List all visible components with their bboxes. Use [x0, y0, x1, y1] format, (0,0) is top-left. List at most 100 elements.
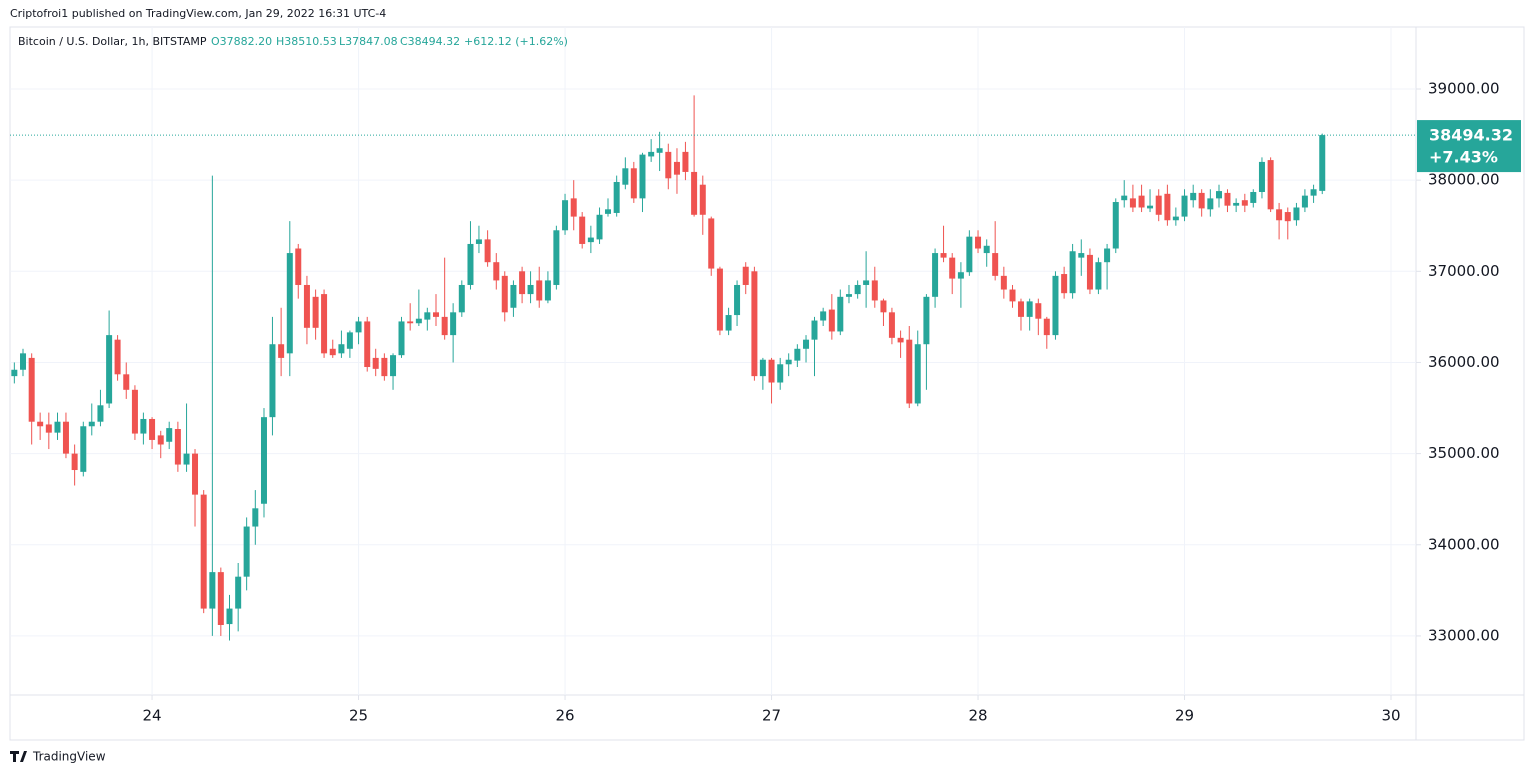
candle-body [837, 296, 844, 332]
candle-body [673, 161, 680, 175]
candle-body [475, 239, 482, 244]
candle-body [1052, 275, 1059, 336]
candle-body [957, 272, 964, 279]
candle-body [880, 300, 887, 313]
candle-body [192, 453, 199, 495]
candle-body [372, 357, 379, 369]
candle-body [1104, 248, 1111, 263]
candle-body [725, 315, 732, 331]
candle-body [734, 284, 741, 316]
candle-body [1138, 195, 1145, 208]
logo: TradingView [10, 750, 106, 764]
candle-body [1086, 254, 1093, 290]
candle-body [1258, 161, 1265, 192]
candle-body [501, 275, 508, 313]
candle-body [381, 357, 388, 377]
candle-body [45, 424, 52, 433]
y-tick-label: 36000.00 [1428, 353, 1500, 371]
candle-body [398, 321, 405, 356]
candle-body [286, 253, 293, 354]
candle-body [106, 335, 113, 404]
candle-body [54, 421, 61, 433]
candle-body [828, 309, 835, 332]
candle-body [983, 245, 990, 254]
candle-body [1284, 212, 1291, 222]
candle-body [940, 253, 947, 258]
candle-body [80, 426, 87, 472]
candle-body [622, 168, 629, 185]
candle-body [260, 417, 267, 504]
candle-body [820, 311, 827, 321]
candle-body [1155, 195, 1162, 215]
candle-body [407, 321, 414, 324]
candles [11, 95, 1326, 641]
candle-body [1293, 207, 1300, 221]
candle-body [493, 262, 500, 281]
candle-body [235, 576, 242, 609]
candle-body [966, 236, 973, 273]
x-tick-label: 24 [143, 707, 162, 725]
candle-body [200, 494, 207, 609]
candle-body [992, 253, 999, 276]
candle-body [1216, 191, 1223, 199]
candle-body [1319, 135, 1326, 191]
candle-body [570, 198, 577, 217]
candle-body [1250, 191, 1257, 203]
candle-body [708, 218, 715, 269]
y-tick-label: 38000.00 [1428, 171, 1500, 189]
candle-body [174, 429, 181, 465]
last-price-label: 38494.32 [1429, 126, 1513, 145]
x-tick-label: 27 [762, 707, 781, 725]
candle-body [28, 357, 35, 422]
candle-body [321, 294, 328, 354]
candle-body [759, 359, 766, 377]
candle-body [209, 572, 216, 609]
candle-body [1147, 205, 1154, 209]
candle-body [71, 453, 78, 471]
candle-body [1035, 303, 1042, 319]
legend-change: +612.12 (+1.62%) [464, 35, 568, 48]
candle-body [62, 421, 69, 454]
candle-body [415, 318, 422, 324]
candle-body [1224, 192, 1231, 206]
candle-body [691, 171, 698, 215]
candle-body [312, 296, 319, 328]
candle-body [243, 526, 250, 577]
candle-body [11, 369, 18, 377]
candle-body [794, 348, 801, 361]
candle-body [648, 151, 655, 157]
symbol: Bitcoin / U.S. Dollar, 1h, BITSTAMP [18, 35, 207, 48]
candle-body [441, 316, 448, 336]
candle-body [519, 271, 526, 295]
candle-body [1276, 209, 1283, 221]
candle-body [338, 344, 345, 354]
candle-body [682, 151, 689, 172]
candle-body [390, 355, 397, 377]
candle-body [131, 389, 138, 434]
candle-body [166, 428, 173, 442]
candle-body [587, 237, 594, 243]
candle-body [604, 209, 611, 214]
candle-body [553, 230, 560, 285]
candle-body [1310, 189, 1317, 196]
candle-body [183, 453, 190, 465]
candle-body [467, 243, 474, 285]
candle-body [123, 374, 130, 390]
candle-body [888, 312, 895, 338]
candle-body [932, 253, 939, 297]
legend-low: L37847.08 [339, 35, 398, 48]
candle-body [1164, 193, 1171, 221]
candle-body [140, 418, 147, 434]
candle-body [544, 280, 551, 301]
candle-body [432, 312, 439, 317]
candle-body [269, 344, 276, 418]
candle-body [639, 154, 646, 199]
y-tick-label: 37000.00 [1428, 262, 1500, 280]
candle-body [1198, 192, 1205, 209]
candle-body [1000, 275, 1007, 290]
candle-body [803, 339, 810, 349]
candle-body [355, 321, 362, 333]
y-tick-label: 39000.00 [1428, 79, 1500, 97]
candle-body [1061, 274, 1068, 294]
